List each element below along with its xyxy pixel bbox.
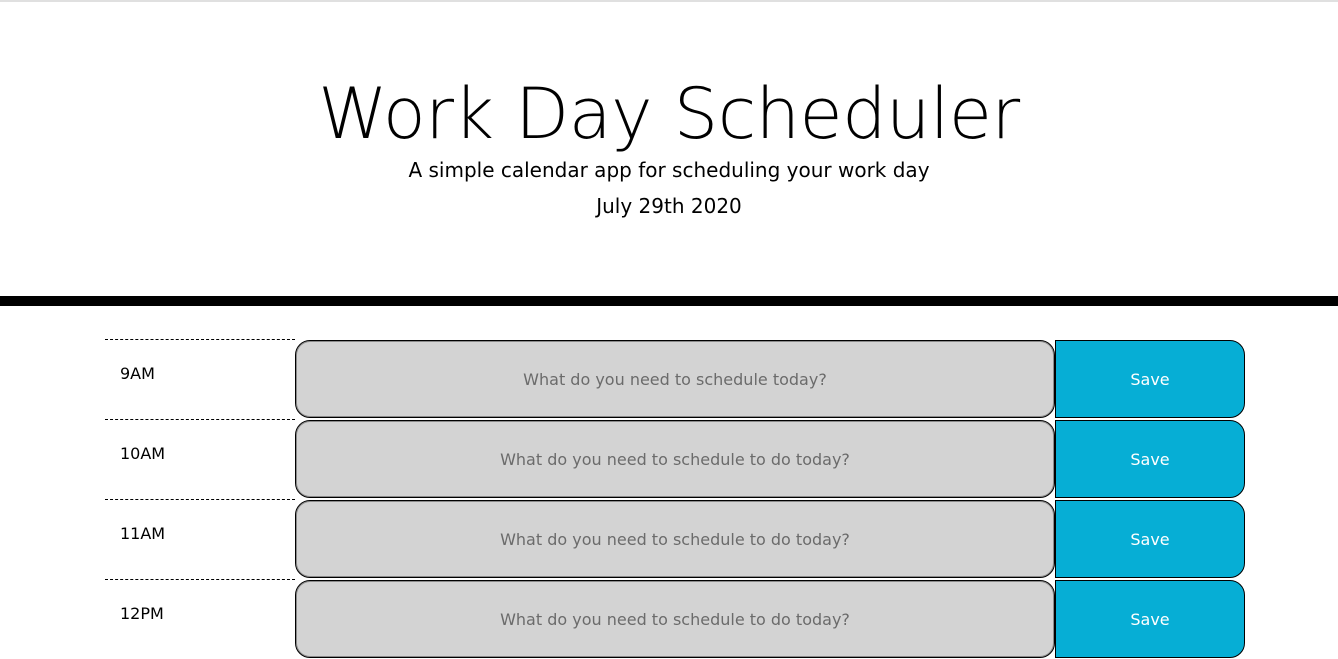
hour-label: 11AM <box>105 499 295 579</box>
hour-label: 9AM <box>105 339 295 419</box>
header-divider <box>0 296 1338 306</box>
timeblock-row: 11AM What do you need to schedule to do … <box>105 499 1245 579</box>
description-placeholder: What do you need to schedule to do today… <box>500 529 850 549</box>
page-subtitle: A simple calendar app for scheduling you… <box>408 158 930 182</box>
page-title: Work Day Scheduler <box>318 73 1020 155</box>
description-textarea[interactable]: What do you need to schedule to do today… <box>295 500 1055 578</box>
hour-label: 10AM <box>105 419 295 499</box>
save-button[interactable]: Save <box>1055 580 1245 658</box>
hour-label: 12PM <box>105 579 295 659</box>
current-date: July 29th 2020 <box>596 194 742 218</box>
header: Work Day Scheduler A simple calendar app… <box>0 2 1338 296</box>
timeblock-list: 9AM What do you need to schedule today? … <box>105 339 1245 659</box>
timeblock-row: 12PM What do you need to schedule to do … <box>105 579 1245 659</box>
save-button[interactable]: Save <box>1055 420 1245 498</box>
timeblock-row: 9AM What do you need to schedule today? … <box>105 339 1245 419</box>
description-textarea[interactable]: What do you need to schedule to do today… <box>295 420 1055 498</box>
top-rule <box>0 0 1338 2</box>
timeblock-row: 10AM What do you need to schedule to do … <box>105 419 1245 499</box>
description-textarea[interactable]: What do you need to schedule today? <box>295 340 1055 418</box>
save-button[interactable]: Save <box>1055 340 1245 418</box>
description-placeholder: What do you need to schedule to do today… <box>500 449 850 469</box>
description-textarea[interactable]: What do you need to schedule to do today… <box>295 580 1055 658</box>
description-placeholder: What do you need to schedule today? <box>523 369 827 389</box>
description-placeholder: What do you need to schedule to do today… <box>500 609 850 629</box>
save-button[interactable]: Save <box>1055 500 1245 578</box>
